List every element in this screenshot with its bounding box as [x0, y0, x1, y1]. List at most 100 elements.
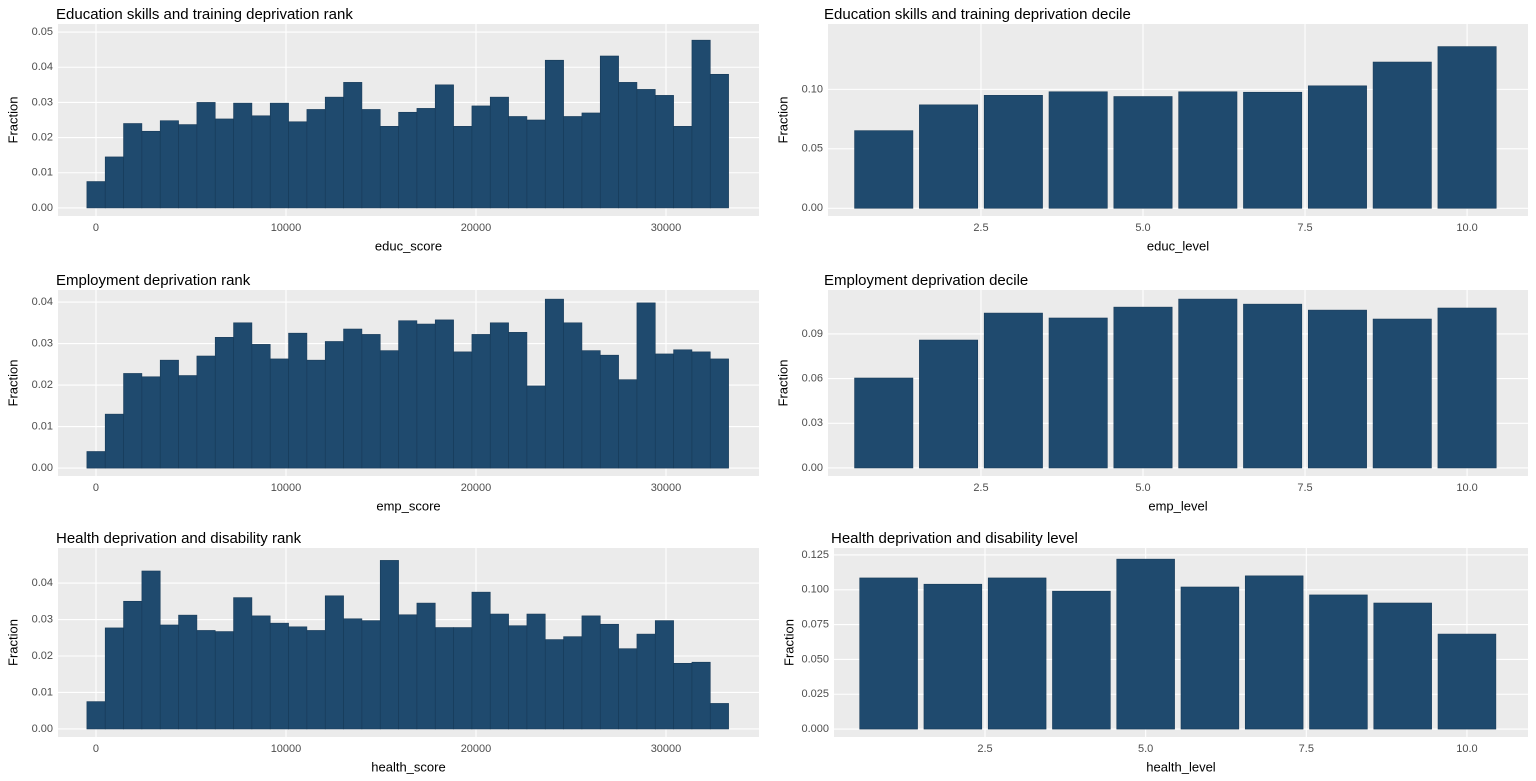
y-tick-label: 0.00 — [802, 202, 823, 214]
y-axis-title: Fraction — [775, 360, 790, 407]
y-tick-label: 0.02 — [32, 650, 53, 662]
y-tick-label: 0.00 — [32, 202, 53, 214]
histogram-bar — [379, 560, 399, 730]
histogram-bar — [178, 614, 198, 730]
histogram-bar — [508, 625, 528, 730]
histogram-bar — [288, 121, 308, 209]
histogram-bar — [86, 181, 106, 209]
bar — [983, 312, 1043, 469]
histogram-bar — [599, 623, 619, 730]
y-tick-label: 0.05 — [32, 26, 53, 38]
y-tick-label: 0.10 — [802, 83, 823, 95]
y-tick-label: 0.03 — [802, 417, 823, 429]
histogram-bar — [324, 96, 344, 209]
histogram-bar — [636, 302, 656, 469]
bar — [1372, 318, 1432, 469]
histogram-bar — [159, 120, 179, 209]
histogram-bar — [709, 703, 729, 730]
panel-title: Health deprivation and disability level — [831, 530, 1078, 547]
x-tick-label: 10000 — [271, 222, 302, 234]
panel: Employment deprivation rank 0.00 0.01 0.02 0… — [5, 272, 759, 513]
x-tick-label: 20000 — [461, 482, 492, 494]
bar — [1048, 317, 1108, 469]
y-tick-label: 0.125 — [801, 549, 829, 561]
histogram-bar — [709, 73, 729, 209]
x-tick-label: 10000 — [271, 743, 302, 755]
y-axis-title: Fraction — [5, 619, 20, 666]
bar — [1244, 575, 1304, 730]
histogram-bar — [508, 116, 528, 209]
x-axis-title: emp_level — [1148, 498, 1207, 513]
bar — [983, 95, 1043, 209]
histogram-bar — [86, 451, 106, 469]
x-tick-label: 2.5 — [973, 482, 988, 494]
x-tick-label: 7.5 — [1299, 743, 1314, 755]
x-tick-label: 20000 — [461, 222, 492, 234]
x-tick-label: 10.0 — [1456, 482, 1477, 494]
histogram-bar — [526, 385, 546, 469]
panel-title: Education skills and training deprivatio… — [56, 6, 353, 23]
bar — [1307, 309, 1367, 469]
histogram-bar — [673, 349, 693, 469]
histogram-bar — [434, 627, 454, 730]
bar — [1373, 602, 1432, 730]
y-tick-label: 0.02 — [32, 379, 53, 391]
bar — [919, 339, 979, 469]
histogram-bar — [141, 570, 161, 730]
bar — [1243, 91, 1303, 209]
bar — [1437, 307, 1497, 469]
histogram-bar — [159, 624, 179, 730]
bar — [1437, 46, 1497, 209]
histogram-bar — [233, 102, 253, 209]
x-tick-label: 10.0 — [1456, 743, 1477, 755]
histogram-bar — [581, 350, 601, 469]
histogram-bar — [196, 355, 216, 469]
histogram-bar — [214, 337, 234, 469]
histogram-bar — [563, 636, 583, 730]
histogram-bar — [526, 119, 546, 209]
histogram-bar — [471, 105, 491, 209]
histogram-bar — [306, 630, 326, 730]
y-tick-label: 0.00 — [32, 462, 53, 474]
histogram-bar — [453, 351, 473, 469]
histogram-bar — [251, 115, 271, 209]
histogram-bar — [416, 108, 436, 209]
bar — [987, 577, 1047, 730]
histogram-bar — [709, 358, 729, 469]
bar — [919, 104, 979, 209]
histogram-bar — [306, 359, 326, 469]
x-tick-label: 5.0 — [1138, 743, 1153, 755]
y-axis-title: Fraction — [781, 619, 796, 666]
bar — [1052, 590, 1111, 730]
histogram-bar — [416, 323, 436, 469]
y-tick-label: 0.025 — [801, 688, 829, 700]
histogram-bar — [526, 613, 546, 730]
x-tick-label: 7.5 — [1297, 222, 1312, 234]
bar — [1048, 91, 1108, 209]
y-tick-label: 0.03 — [32, 96, 53, 108]
histogram-bar — [361, 620, 381, 730]
histogram-bar — [361, 334, 381, 469]
histogram-bar — [343, 618, 363, 730]
histogram-bar — [654, 95, 674, 209]
panel-title: Education skills and training deprivatio… — [824, 6, 1131, 23]
histogram-bar — [104, 627, 124, 730]
x-tick-label: 10.0 — [1456, 222, 1477, 234]
histogram-bar — [159, 359, 179, 469]
histogram-bar — [599, 354, 619, 469]
x-tick-label: 0 — [93, 222, 99, 234]
histogram-bar — [361, 109, 381, 209]
bar — [1372, 61, 1432, 209]
histogram-bar — [654, 353, 674, 469]
histogram-bar — [691, 351, 711, 469]
x-tick-label: 5.0 — [1135, 482, 1150, 494]
y-axis-title: Fraction — [775, 97, 790, 144]
x-tick-label: 0 — [93, 482, 99, 494]
histogram-bar — [123, 373, 143, 469]
x-tick-label: 7.5 — [1297, 482, 1312, 494]
histogram-bar — [618, 648, 638, 730]
histogram-bar — [434, 319, 454, 469]
x-tick-label: 20000 — [461, 743, 492, 755]
histogram-bar — [196, 630, 216, 730]
